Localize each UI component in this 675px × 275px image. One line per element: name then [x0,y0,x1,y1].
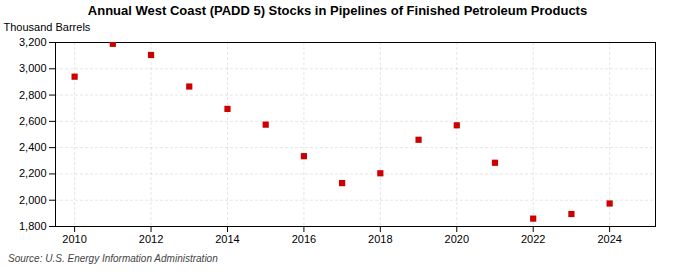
svg-text:2012: 2012 [139,233,163,245]
svg-text:2024: 2024 [597,233,621,245]
svg-text:2018: 2018 [368,233,392,245]
svg-text:2020: 2020 [445,233,469,245]
svg-text:3,000: 3,000 [19,62,47,74]
svg-text:2,600: 2,600 [19,115,47,127]
html-text:Annual West Coast (PADD 5) Sto: Annual West Coast (PADD 5) Stocks in Pip… [87,3,588,18]
svg-text:2,200: 2,200 [19,167,47,179]
svg-text:2022: 2022 [521,233,545,245]
html-text:Source: U.S. Energy Informatio: Source: U.S. Energy Information Administ… [8,253,218,264]
svg-text:2016: 2016 [292,233,316,245]
svg-text:2,400: 2,400 [19,141,47,153]
svg-text:2,800: 2,800 [19,89,47,101]
svg-text:3,200: 3,200 [19,36,47,48]
svg-text:2014: 2014 [215,233,239,245]
svg-text:Thousand Barrels: Thousand Barrels [4,21,91,33]
svg-text:2010: 2010 [62,233,86,245]
svg-text:1,800: 1,800 [19,220,47,232]
svg-text:2,000: 2,000 [19,194,47,206]
